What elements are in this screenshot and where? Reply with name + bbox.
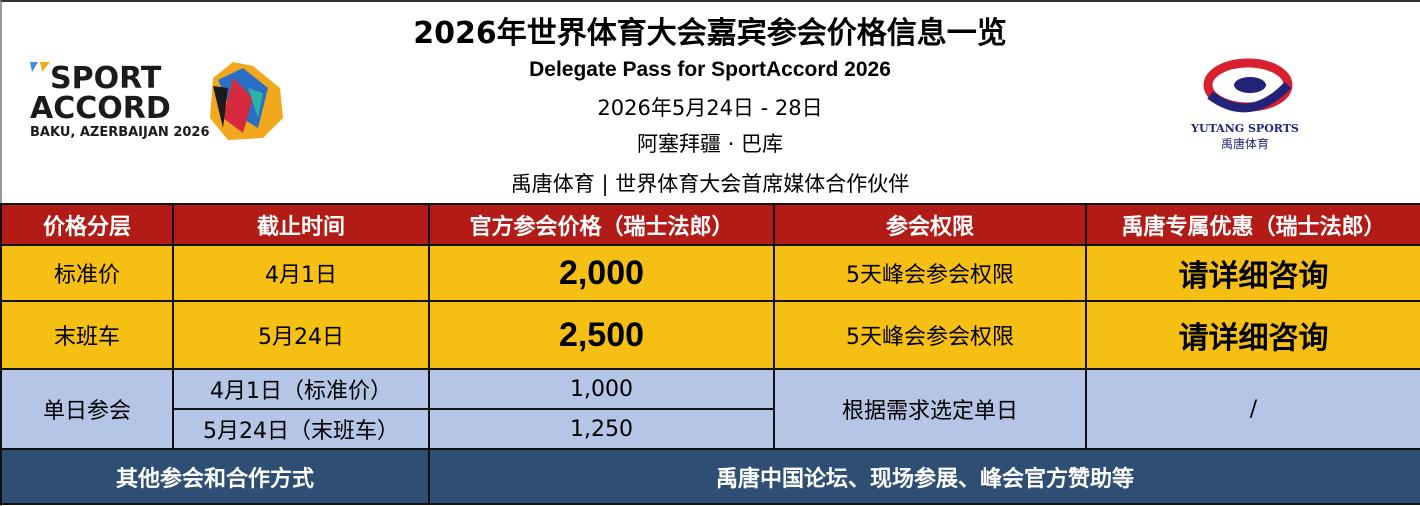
- footer-value: 禹唐中国论坛、现场参展、峰会官方赞助等: [428, 448, 1420, 505]
- deadline-cell: 4月1日（标准价）: [172, 368, 430, 410]
- column-header: 官方参会价格（瑞士法郎）: [428, 203, 775, 246]
- offer-cell: 请详细咨询: [1085, 300, 1420, 370]
- yutang-sports-logo: YUTANG SPORTS 禹唐体育: [1170, 55, 1320, 155]
- table-footer-row: 其他参会和合作方式 禹唐中国论坛、现场参展、峰会官方赞助等: [0, 448, 1420, 505]
- offer-cell: 请详细咨询: [1085, 244, 1420, 302]
- svg-text:BAKU, AZERBAIJAN 2026: BAKU, AZERBAIJAN 2026: [30, 125, 210, 140]
- partner-line: 禹唐体育 | 世界体育大会首席媒体合作伙伴: [510, 172, 910, 196]
- price-cell: 2,500: [428, 300, 775, 370]
- table-row: 单日参会 4月1日（标准价） 1,000 根据需求选定单日 /: [0, 368, 1420, 450]
- price-cell: 1,250: [428, 408, 775, 450]
- access-cell: 根据需求选定单日: [773, 368, 1087, 450]
- offer-cell: /: [1085, 368, 1420, 450]
- column-header: 截止时间: [172, 203, 430, 246]
- price-cell: 1,000: [428, 368, 775, 410]
- page-title: 2026年世界体育大会嘉宾参会价格信息一览: [413, 16, 1007, 51]
- access-cell: 5天峰会参会权限: [773, 244, 1087, 302]
- table-row: 5月24日（末班车） 1,250: [1, 408, 1420, 450]
- tier-cell: 标准价: [0, 244, 174, 302]
- tier-cell: 末班车: [0, 300, 174, 370]
- svg-text:ACCORD: ACCORD: [30, 91, 171, 126]
- table-row: 末班车 5月24日 2,500 5天峰会参会权限 请详细咨询: [0, 300, 1420, 370]
- footer-label: 其他参会和合作方式: [0, 448, 430, 505]
- event-dates: 2026年5月24日 - 28日: [597, 96, 823, 120]
- pricing-table: 价格分层 截止时间 官方参会价格（瑞士法郎） 参会权限 禹唐专属优惠（瑞士法郎）…: [0, 203, 1420, 505]
- svg-text:SPORT: SPORT: [50, 61, 162, 96]
- deadline-cell: 5月24日（末班车）: [172, 408, 430, 450]
- svg-text:禹唐体育: 禹唐体育: [1221, 136, 1269, 151]
- subtitle-en: Delegate Pass for SportAccord 2026: [529, 58, 891, 81]
- access-cell: 5天峰会参会权限: [773, 300, 1087, 370]
- column-header: 参会权限: [773, 203, 1087, 246]
- column-header: 禹唐专属优惠（瑞士法郎）: [1085, 203, 1420, 246]
- table-header-row: 价格分层 截止时间 官方参会价格（瑞士法郎） 参会权限 禹唐专属优惠（瑞士法郎）: [0, 203, 1420, 246]
- sportaccord-logo: SPORT ACCORD BAKU, AZERBAIJAN 2026: [28, 58, 288, 140]
- deadline-cell: 4月1日: [172, 244, 430, 302]
- column-header: 价格分层: [0, 203, 174, 246]
- tier-cell: 单日参会: [0, 368, 174, 450]
- deadline-cell: 5月24日: [172, 300, 430, 370]
- table-row: 标准价 4月1日 2,000 5天峰会参会权限 请详细咨询: [0, 244, 1420, 302]
- svg-text:YUTANG SPORTS: YUTANG SPORTS: [1190, 122, 1299, 135]
- event-location: 阿塞拜疆 · 巴库: [636, 132, 784, 156]
- price-cell: 2,000: [428, 244, 775, 302]
